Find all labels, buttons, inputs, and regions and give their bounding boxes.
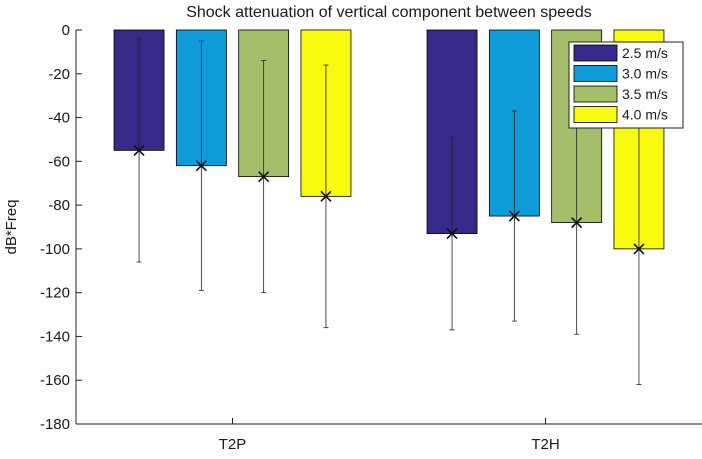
y-tick-label: -160 xyxy=(40,372,70,389)
y-axis-label: dB*Freq xyxy=(3,199,20,254)
legend-swatch xyxy=(573,65,618,82)
y-tick-label: -140 xyxy=(40,328,70,345)
x-tick-label: T2P xyxy=(219,436,247,453)
x-tick-label: T2H xyxy=(531,436,559,453)
y-tick-label: -60 xyxy=(48,153,70,170)
legend-label: 4.0 m/s xyxy=(622,107,668,123)
data-point-marker xyxy=(508,210,520,222)
data-point-marker xyxy=(446,228,458,240)
legend-swatch xyxy=(573,106,618,123)
y-tick-label: -100 xyxy=(40,241,70,258)
y-tick-label: 0 xyxy=(62,22,70,39)
y-tick-label: -80 xyxy=(48,197,70,214)
y-tick-label: -180 xyxy=(40,416,70,433)
data-point-marker xyxy=(195,160,207,172)
chart-title: Shock attenuation of vertical component … xyxy=(186,4,592,21)
legend-label: 2.5 m/s xyxy=(622,45,668,61)
y-tick-label: -120 xyxy=(40,285,70,302)
legend-label: 3.0 m/s xyxy=(622,66,668,82)
data-point-marker xyxy=(633,243,645,255)
data-point-marker xyxy=(571,217,583,229)
legend-label: 3.5 m/s xyxy=(622,86,668,102)
legend-swatch xyxy=(573,85,618,103)
data-point-marker xyxy=(258,171,270,183)
y-tick-label: -40 xyxy=(48,110,70,127)
y-tick-label: -20 xyxy=(48,66,70,83)
data-point-marker xyxy=(320,190,332,202)
legend-swatch xyxy=(573,44,618,62)
plot-area: 0 -20 -40 -60 -80 -100 -120 -140 -160 -180 T2P T2H 2… xyxy=(40,22,702,453)
data-point-marker xyxy=(133,144,145,156)
